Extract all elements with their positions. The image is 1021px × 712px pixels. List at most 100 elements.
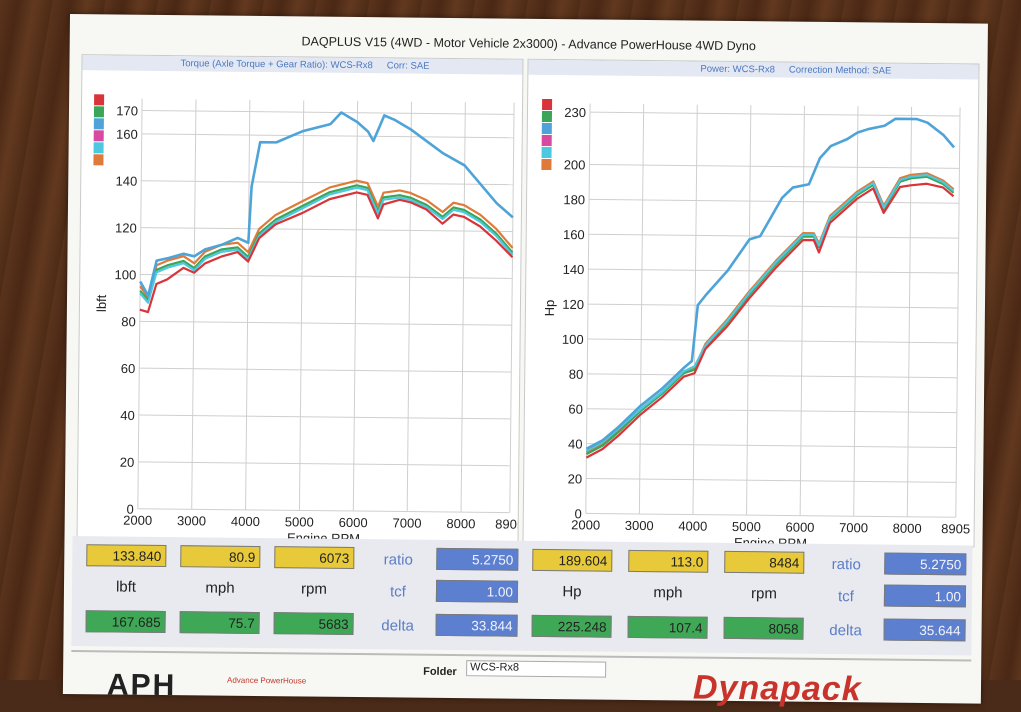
- torque-y-gridline: [140, 227, 513, 233]
- power-y-gridline: [586, 443, 957, 449]
- torque-unit-label: lbft: [115, 578, 137, 596]
- aph-logo-subtitle: Advance PowerHouse: [226, 675, 307, 686]
- torque-peak-mph: 80.9: [180, 545, 261, 569]
- torque-y-gridline: [139, 320, 512, 326]
- power-series-line: [585, 173, 955, 452]
- power-legend-swatch: [541, 158, 552, 171]
- torque-chart-panel: Torque (Axle Torque + Gear Ratio): WCS-R…: [76, 54, 524, 543]
- power-chart: 2000 3000 4000 5000 6000 7000 8000 8905 0 20 40 60 8…: [541, 98, 970, 546]
- torque-y-tick-label: 100: [114, 267, 136, 282]
- torque-mph-label: mph: [205, 579, 235, 597]
- torque-legend-swatch: [93, 142, 104, 154]
- power-max-rpm: 8058: [723, 616, 804, 640]
- dyno-printout: DAQPLUS V15 (4WD - Motor Vehicle 2x3000)…: [62, 14, 988, 708]
- torque-chart: 2000 3000 4000 5000 6000 7000 8000 8905 0 20 40 60 8…: [93, 94, 522, 542]
- torque-header-title: Torque (Axle Torque + Gear Ratio): WCS-R…: [180, 58, 373, 72]
- power-y-gridline: [587, 373, 958, 379]
- power-x-tick-label: 8905: [941, 521, 970, 536]
- power-x-tick-label: 8000: [893, 521, 922, 536]
- power-series-line: [585, 182, 955, 459]
- power-y-tick-label: 140: [563, 262, 585, 277]
- power-legend-swatch: [541, 122, 552, 135]
- torque-y-gridline: [141, 133, 514, 139]
- torque-y-tick-label: 80: [121, 314, 136, 329]
- torque-x-tick-label: 7000: [393, 515, 422, 530]
- power-y-axis-label: Hp: [542, 300, 557, 317]
- torque-peak-value: 133.840: [86, 544, 167, 568]
- torque-y-gridline: [138, 414, 511, 420]
- torque-legend-swatch: [93, 154, 104, 166]
- torque-header-corr: Corr: SAE: [386, 60, 430, 72]
- torque-legend-swatch: [93, 106, 105, 118]
- torque-y-gridline: [141, 180, 514, 186]
- power-y-tick-label: 230: [564, 105, 586, 120]
- torque-series-line: [139, 111, 514, 297]
- torque-series-line: [139, 191, 514, 314]
- torque-y-tick-label: 160: [116, 127, 138, 142]
- torque-y-tick-label: 40: [120, 408, 135, 423]
- power-series-line: [585, 175, 955, 456]
- power-mph-label: mph: [653, 584, 683, 602]
- power-y-tick-label: 100: [562, 332, 584, 347]
- torque-y-tick-label: 170: [116, 103, 138, 118]
- torque-legend-swatch: [93, 118, 104, 130]
- power-peak-value: 189.604: [532, 548, 613, 572]
- power-x-tick-label: 5000: [732, 519, 761, 534]
- power-y-tick-label: 180: [563, 192, 585, 207]
- power-delta-value: 35.644: [883, 618, 966, 642]
- torque-ratio-value: 5.2750: [436, 547, 519, 571]
- torque-y-tick-label: 60: [121, 361, 136, 376]
- power-x-gridline: [799, 105, 805, 516]
- power-x-tick-label: 4000: [678, 518, 707, 533]
- torque-x-tick-label: 8000: [446, 516, 475, 531]
- power-y-gridline: [585, 512, 956, 518]
- torque-x-tick-label: 4000: [231, 514, 260, 529]
- summary-table: 133.840 80.9 6073 lbft mph rpm 167.685 7…: [71, 536, 973, 656]
- torque-y-gridline: [141, 109, 514, 115]
- torque-x-tick-label: 6000: [339, 515, 368, 530]
- torque-tcf-value: 1.00: [435, 579, 519, 603]
- power-x-gridline: [585, 103, 591, 514]
- power-y-gridline: [587, 303, 958, 309]
- power-y-tick-label: 160: [563, 227, 585, 242]
- power-y-gridline: [587, 338, 958, 344]
- power-header-method: Correction Method: SAE: [788, 64, 892, 77]
- torque-y-tick-label: 120: [115, 220, 137, 235]
- power-y-gridline: [589, 111, 960, 117]
- power-rpm-label: rpm: [750, 585, 777, 603]
- torque-x-axis-label: Engine RPM: [287, 530, 360, 541]
- torque-y-gridline: [137, 508, 510, 514]
- power-y-gridline: [586, 478, 957, 483]
- power-series-line: [585, 117, 956, 450]
- power-header-title: Power: WCS-Rx8: [700, 63, 775, 76]
- torque-legend-swatch: [94, 94, 105, 106]
- power-peak-mph: 113.0: [628, 549, 709, 573]
- power-y-tick-label: 20: [568, 471, 583, 486]
- folder-label: Folder: [423, 665, 457, 679]
- torque-series-line: [139, 179, 514, 300]
- torque-x-gridline: [137, 98, 143, 509]
- power-ratio-value: 5.2750: [884, 552, 967, 576]
- torque-series-line: [139, 186, 514, 304]
- torque-delta-label: delta: [381, 617, 414, 635]
- torque-peak-rpm: 6073: [274, 546, 355, 570]
- power-peak-rpm: 8484: [724, 550, 805, 574]
- torque-x-tick-label: 2000: [123, 513, 152, 528]
- power-y-tick-label: 40: [568, 436, 583, 451]
- power-y-tick-label: 200: [564, 157, 586, 172]
- power-legend-swatch: [542, 98, 553, 111]
- torque-y-tick-label: 0: [127, 502, 134, 517]
- power-y-gridline: [588, 233, 959, 239]
- power-unit-label: Hp: [562, 583, 582, 601]
- torque-x-gridline: [298, 100, 305, 511]
- torque-y-gridline: [138, 461, 511, 467]
- power-y-tick-label: 0: [574, 506, 581, 521]
- power-x-tick-label: 6000: [785, 520, 814, 535]
- power-chart-panel: Power: WCS-Rx8 Correction Method: SAE 20…: [522, 58, 980, 548]
- power-y-gridline: [589, 198, 960, 204]
- torque-max-mph: 75.7: [179, 611, 260, 635]
- torque-rpm-label: rpm: [300, 580, 328, 598]
- torque-y-tick-label: 20: [120, 455, 135, 470]
- torque-y-tick-label: 140: [115, 173, 137, 188]
- torque-legend-swatch: [93, 130, 104, 142]
